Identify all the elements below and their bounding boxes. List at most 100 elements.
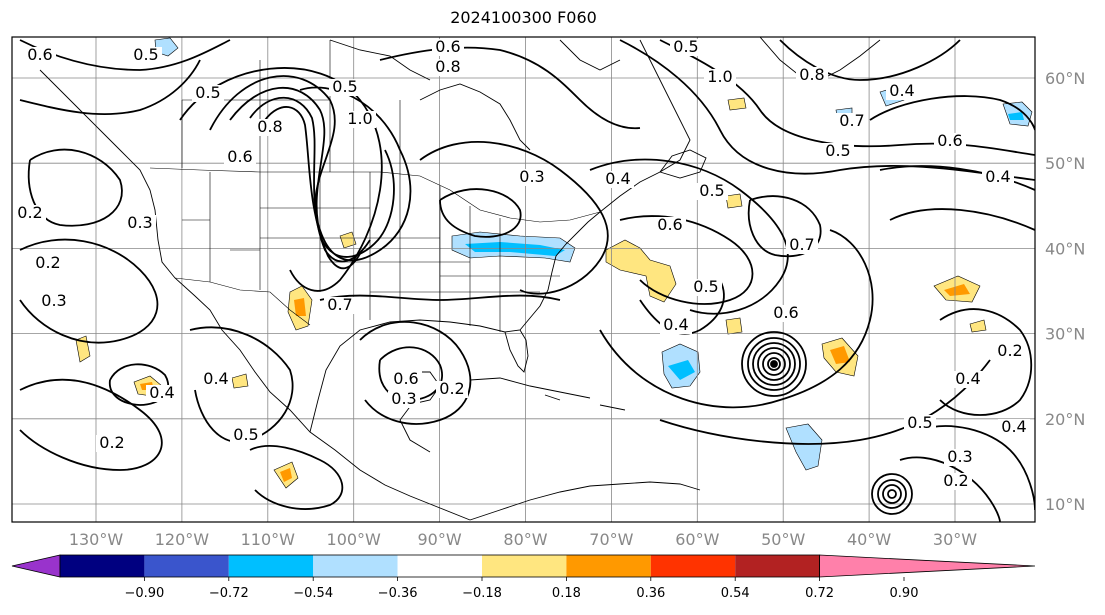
contour-central-1 (319, 294, 561, 301)
svg-text:0.6: 0.6 (657, 215, 682, 234)
shade-cyan-great-lakes (465, 242, 565, 256)
lat-tick-label: 50°N (1045, 154, 1085, 173)
svg-text:1.0: 1.0 (347, 109, 372, 128)
map-frame (11, 36, 1036, 523)
contour-north-pac-2 (19, 59, 201, 115)
svg-text:0.2: 0.2 (439, 379, 464, 398)
contour-label: 0.4 (602, 169, 634, 188)
svg-text:0.5: 0.5 (825, 141, 850, 160)
contour-ne-3 (779, 39, 961, 81)
svg-text:0.4: 0.4 (605, 169, 630, 188)
coastline-caribbean-islands (469, 377, 626, 411)
contour-canada-north (379, 46, 641, 130)
colorbar-tick-label: 0.72 (805, 586, 834, 601)
chart-title: 2024100300 F060 (450, 8, 597, 27)
svg-text:0.2: 0.2 (943, 471, 968, 490)
contour-label: 0.5 (130, 45, 162, 64)
contour-atl-4 (639, 279, 725, 335)
colorbar-frame (59, 554, 820, 578)
shade-orange-east (944, 284, 970, 296)
contour-atl-5 (599, 229, 874, 409)
contour-label: 0.4 (998, 417, 1030, 436)
lon-tick-label: 120°W (155, 530, 210, 549)
svg-text:0.8: 0.8 (799, 65, 824, 84)
lon-tick-label: 50°W (761, 530, 805, 549)
contour-label: 0.5 (192, 83, 224, 102)
svg-text:0.4: 0.4 (149, 383, 174, 402)
coastline-gulf (309, 211, 601, 433)
contour-label: 0.2 (14, 203, 46, 222)
svg-text:0.7: 0.7 (327, 295, 352, 314)
colorbar-tick-label: −0.90 (124, 586, 164, 601)
contour-label: 0.2 (940, 471, 972, 490)
shade-yellow-small2 (231, 373, 249, 389)
svg-text:0.6: 0.6 (227, 147, 252, 166)
svg-text:0.3: 0.3 (127, 213, 152, 232)
contour-label: 0.6 (770, 303, 802, 322)
contour-label: 1.0 (704, 67, 736, 86)
contour-label: 0.2 (32, 253, 64, 272)
contour-label: 0.4 (982, 167, 1014, 186)
shade-blue-east (785, 423, 823, 471)
contour-far-east-1 (939, 308, 1033, 416)
contour-label: 0.7 (836, 111, 868, 130)
contour-label: 0.7 (786, 235, 818, 254)
contour-mex-2 (249, 445, 344, 510)
coastline-arctic (329, 39, 621, 81)
contour-label: 0.4 (200, 369, 232, 388)
colorbar-segment (566, 555, 651, 577)
contour-trough-5 (179, 67, 383, 292)
shade-cyan-atlantic (668, 360, 695, 380)
svg-text:0.5: 0.5 (332, 77, 357, 96)
svg-text:0.3: 0.3 (519, 167, 544, 186)
contour-trough-3 (249, 96, 371, 263)
shade-yellow-small7 (725, 317, 743, 335)
svg-text:0.4: 0.4 (663, 315, 688, 334)
coastline-newfoundland (659, 149, 707, 179)
colorbar-tick-label: −0.72 (209, 586, 249, 601)
contour-label: 0.5 (670, 37, 702, 56)
svg-text:0.5: 0.5 (195, 83, 220, 102)
svg-text:0.6: 0.6 (27, 45, 52, 64)
contour-west-3 (19, 378, 163, 471)
shade-yellow-coast (605, 239, 677, 303)
svg-text:0.5: 0.5 (673, 37, 698, 56)
colorbar-segment (482, 555, 567, 577)
lat-tick-label: 60°N (1045, 69, 1085, 88)
colorbar-extend-high (819, 554, 1036, 578)
lon-tick-label: 110°W (241, 530, 296, 549)
contour-label: 0.3 (388, 389, 420, 408)
lon-tick-label: 70°W (589, 530, 633, 549)
contour-atl-6 (659, 359, 991, 445)
contour-west-2 (27, 148, 123, 227)
colorbar-segment (313, 555, 398, 577)
lon-tick-label: 80°W (503, 530, 547, 549)
contour-west-1 (19, 238, 159, 344)
contour-label: 0.4 (952, 369, 984, 388)
graticule (12, 37, 1035, 522)
colorbar-tick-label: 0.36 (636, 586, 665, 601)
contour-far-east-2 (919, 425, 1035, 511)
svg-text:0.5: 0.5 (693, 277, 718, 296)
canadian-provinces (181, 40, 401, 176)
contour-ne-5 (879, 165, 1035, 191)
contour-label: 0.4 (886, 81, 918, 100)
shade-yellow-small6 (969, 319, 987, 333)
svg-text:0.8: 0.8 (257, 117, 282, 136)
contour-east-1 (419, 141, 609, 295)
contour-label: 0.2 (436, 379, 468, 398)
contour-label: 1.0 (344, 109, 376, 128)
lon-tick-label: 100°W (327, 530, 382, 549)
contour-label: 0.5 (230, 425, 262, 444)
shade-yellow-small5 (727, 97, 747, 111)
svg-text:0.5: 0.5 (699, 181, 724, 200)
shade-cyan-ne (1008, 112, 1024, 120)
shade-yellow-small4 (725, 193, 743, 209)
lon-tick-label: 130°W (69, 530, 124, 549)
colorbar-segment (144, 555, 229, 577)
colorbar-tick-label: −0.18 (462, 586, 502, 601)
svg-text:0.6: 0.6 (393, 369, 418, 388)
contour-ne-1 (619, 39, 1035, 181)
svg-text:0.6: 0.6 (435, 37, 460, 56)
contour-gulf-1 (359, 320, 472, 425)
